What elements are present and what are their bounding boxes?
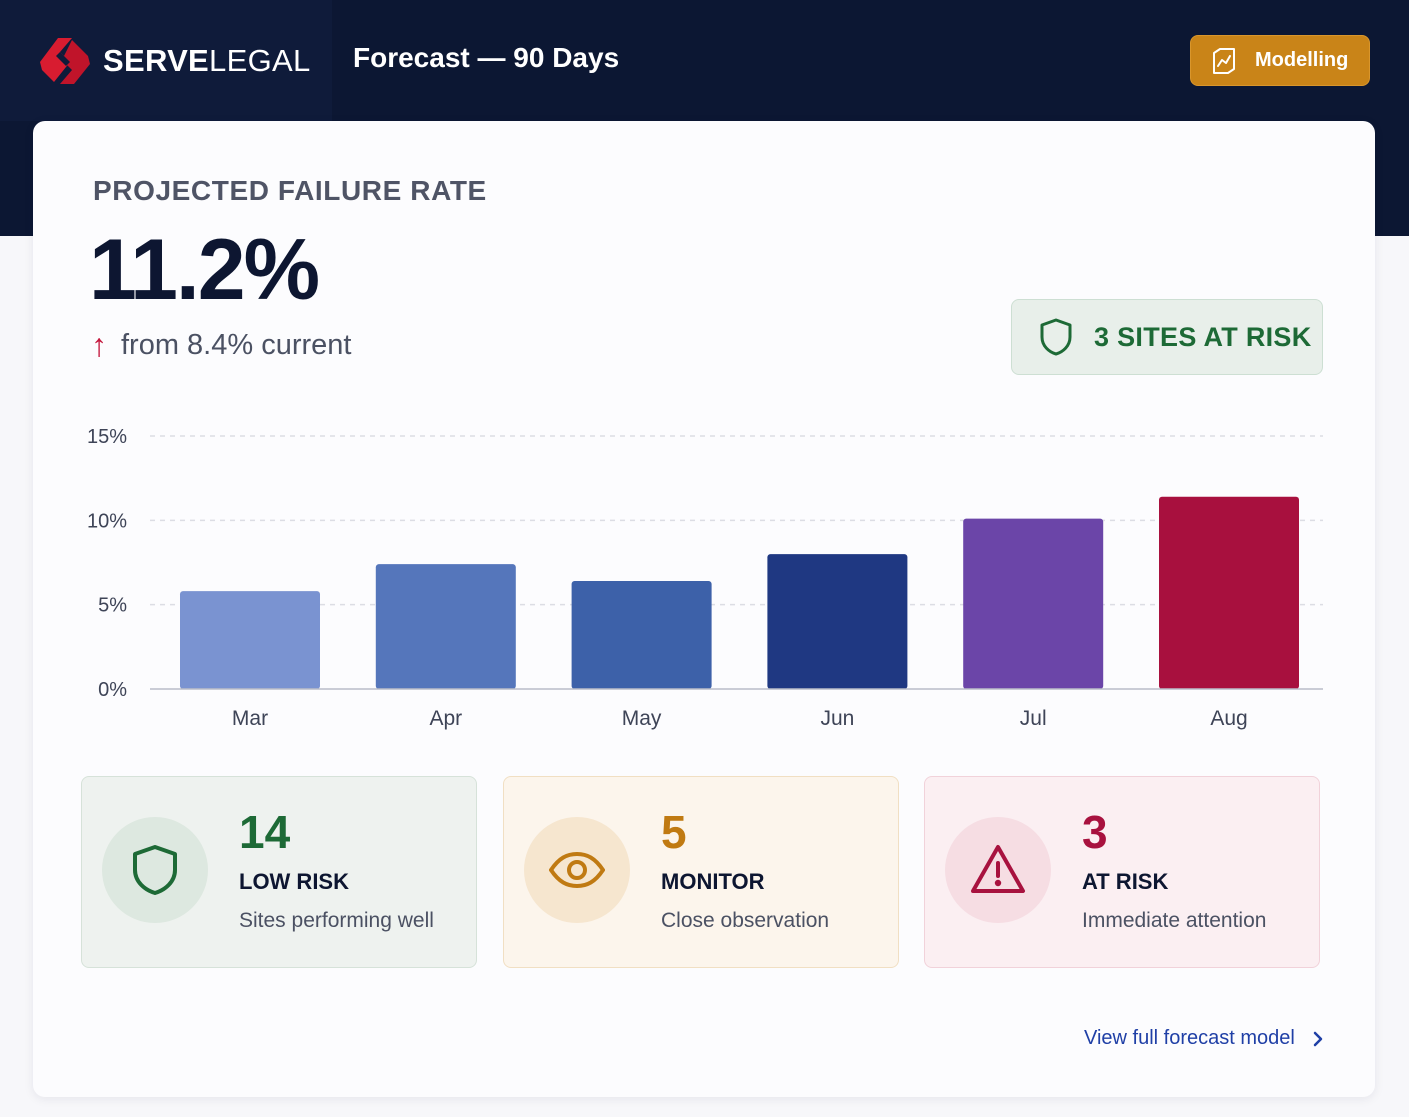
brand[interactable]: SERVELEGAL [0, 0, 332, 121]
tile-description: Close observation [661, 909, 830, 932]
kpi-label: PROJECTED FAILURE RATE [93, 175, 487, 206]
servelegal-logo-icon [40, 37, 90, 84]
tile-name: AT RISK [1082, 869, 1169, 894]
forecast-card: PROJECTED FAILURE RATE 11.2% ↑ from 8.4%… [33, 121, 1375, 1097]
shield-icon [133, 845, 177, 895]
bar [571, 581, 712, 689]
modelling-button[interactable]: Modelling [1190, 35, 1370, 86]
y-tick-label: 10% [87, 510, 127, 532]
tile-icon-circle [945, 817, 1051, 923]
y-tick-label: 0% [98, 679, 127, 701]
x-tick-label: May [622, 707, 662, 730]
x-tick-label: Aug [1210, 707, 1247, 730]
x-tick-label: Jun [820, 707, 854, 730]
bar [375, 564, 516, 689]
tile-description: Sites performing well [239, 909, 434, 932]
failure-rate-chart: 0% 5% 10% 15% Mar Apr May Jun Jul Aug [33, 411, 1375, 751]
page-title: Forecast — 90 Days [353, 42, 620, 73]
tile-count: 14 [239, 806, 291, 858]
tile-name: LOW RISK [239, 869, 349, 894]
sites-at-risk-badge[interactable]: 3 SITES AT RISK [1011, 299, 1323, 375]
tile-icon-circle [524, 817, 630, 923]
kpi-delta-text: from 8.4% current [121, 329, 352, 361]
chevron-right-icon [1313, 1031, 1323, 1046]
modelling-button-label: Modelling [1255, 49, 1349, 71]
chart-trend-icon [1213, 47, 1235, 74]
y-tick-label: 15% [87, 426, 127, 448]
y-tick-label: 5% [98, 595, 127, 617]
sites-at-risk-label: 3 SITES AT RISK [1094, 321, 1312, 352]
view-forecast-model-label: View full forecast model [1084, 1027, 1295, 1049]
tile-at-risk[interactable]: 3 AT RISK Immediate attention [924, 776, 1320, 968]
tile-description: Immediate attention [1082, 909, 1267, 932]
x-tick-label: Jul [1020, 707, 1047, 730]
tile-name: MONITOR [661, 869, 765, 894]
arrow-up-icon: ↑ [91, 327, 107, 363]
tile-icon-circle [102, 817, 208, 923]
brand-name: SERVELEGAL [103, 42, 311, 78]
chart-svg: 0% 5% 10% 15% Mar Apr May Jun Jul Aug [87, 426, 1323, 730]
tile-monitor[interactable]: 5 MONITOR Close observation [503, 776, 899, 968]
bar [767, 554, 908, 689]
kpi-delta: ↑ from 8.4% current [91, 327, 351, 364]
tile-count: 3 [1082, 806, 1108, 858]
bar [963, 518, 1104, 689]
x-tick-label: Apr [429, 707, 462, 730]
bar [180, 591, 320, 689]
bar [1159, 496, 1299, 689]
kpi-value: 11.2% [89, 222, 320, 318]
tile-low-risk[interactable]: 14 LOW RISK Sites performing well [81, 776, 477, 968]
view-forecast-model-link[interactable]: View full forecast model [1084, 1027, 1325, 1050]
warning-icon [971, 845, 1025, 893]
shield-icon [1040, 318, 1072, 356]
eye-icon [549, 851, 605, 889]
x-tick-label: Mar [232, 707, 268, 730]
tile-count: 5 [661, 806, 687, 858]
